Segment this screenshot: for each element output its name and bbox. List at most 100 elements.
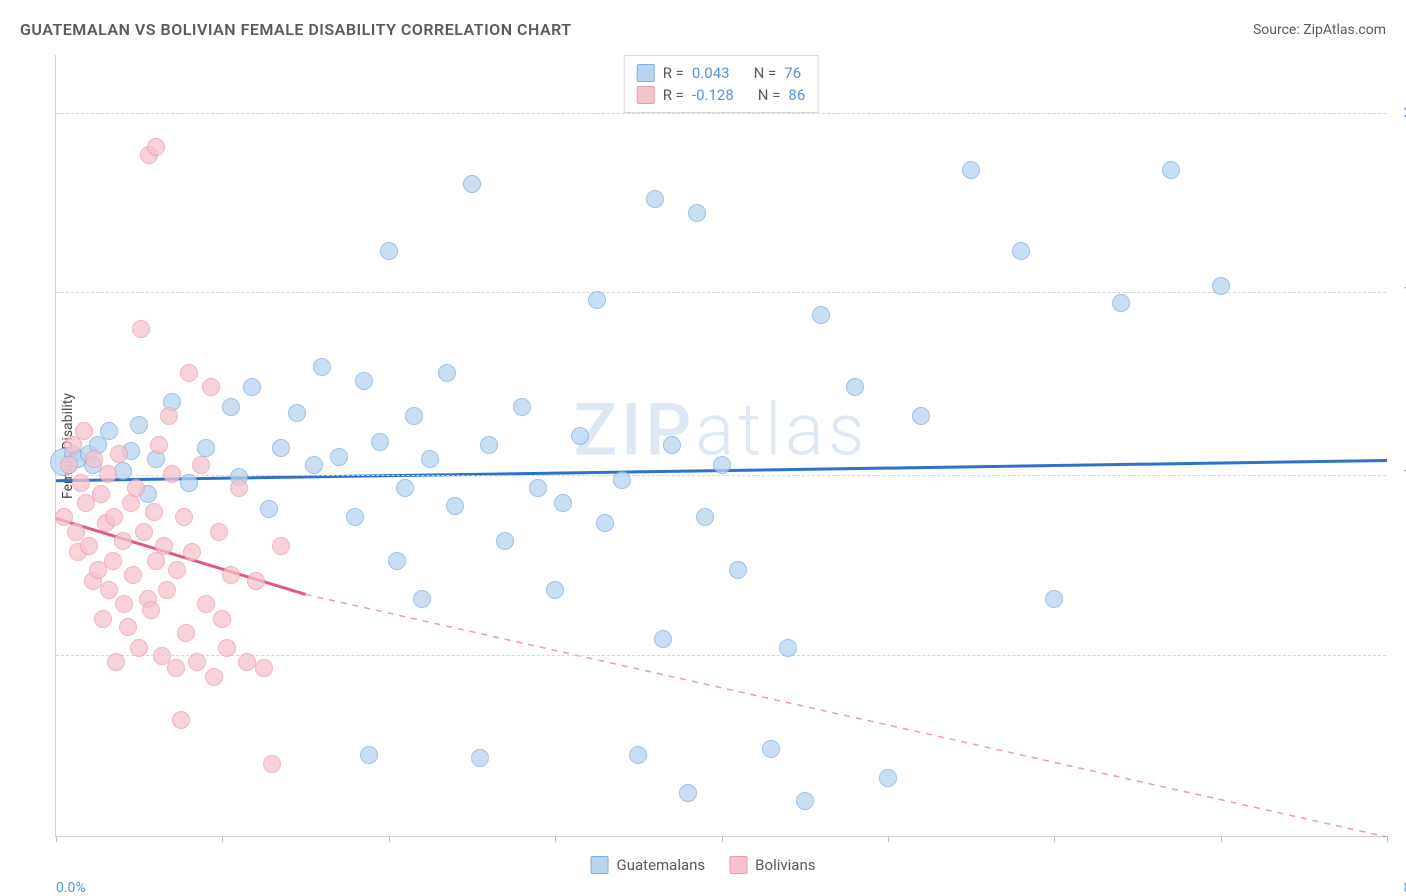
scatter-point (263, 755, 281, 773)
legend-r-value: 0.043 (692, 62, 730, 84)
scatter-point (421, 450, 439, 468)
scatter-point (371, 433, 389, 451)
scatter-point (175, 508, 193, 526)
scatter-point (546, 581, 564, 599)
scatter-point (180, 474, 198, 492)
scatter-point (380, 242, 398, 260)
scatter-point (272, 439, 290, 457)
scatter-point (255, 659, 273, 677)
scatter-point (183, 543, 201, 561)
legend-swatch (637, 64, 655, 82)
scatter-point (613, 471, 631, 489)
scatter-point (688, 204, 706, 222)
scatter-point (588, 291, 606, 309)
scatter-point (107, 653, 125, 671)
legend-n-label: N = (754, 62, 777, 84)
scatter-point (72, 474, 90, 492)
scatter-point (260, 500, 278, 518)
scatter-point (288, 404, 306, 422)
scatter-point (168, 561, 186, 579)
scatter-point (438, 364, 456, 382)
scatter-point (163, 465, 181, 483)
chart-header: GUATEMALAN VS BOLIVIAN FEMALE DISABILITY… (20, 20, 1386, 39)
scatter-point (180, 364, 198, 382)
legend-swatch (591, 856, 609, 874)
scatter-point (529, 479, 547, 497)
scatter-point (177, 624, 195, 642)
scatter-point (1212, 277, 1230, 295)
scatter-point (135, 523, 153, 541)
scatter-point (119, 618, 137, 636)
scatter-point (238, 653, 256, 671)
scatter-point (197, 595, 215, 613)
x-tick-label-min: 0.0% (56, 880, 86, 896)
x-tick (888, 836, 889, 842)
legend-n-value: 86 (788, 84, 805, 106)
scatter-point (92, 485, 110, 503)
scatter-point (779, 639, 797, 657)
scatter-point (654, 630, 672, 648)
scatter-point (1045, 590, 1063, 608)
chart-source: Source: ZipAtlas.com (1253, 22, 1386, 38)
scatter-point (222, 398, 240, 416)
scatter-point (105, 508, 123, 526)
scatter-point (202, 378, 220, 396)
scatter-point (64, 436, 82, 454)
scatter-point (571, 427, 589, 445)
scatter-point (100, 581, 118, 599)
scatter-point (115, 595, 133, 613)
chart-title: GUATEMALAN VS BOLIVIAN FEMALE DISABILITY… (20, 20, 572, 39)
x-tick (555, 836, 556, 842)
scatter-point (272, 537, 290, 555)
scatter-point (471, 749, 489, 767)
scatter-point (846, 378, 864, 396)
x-tick (722, 836, 723, 842)
scatter-point (663, 436, 681, 454)
legend-r-value: -0.128 (692, 84, 734, 106)
scatter-point (99, 465, 117, 483)
scatter-point (405, 407, 423, 425)
legend-r-label: R = (663, 62, 684, 84)
scatter-point (360, 746, 378, 764)
x-tick (1387, 836, 1388, 842)
scatter-point (130, 639, 148, 657)
scatter-point (330, 448, 348, 466)
legend-label: Guatemalans (617, 856, 706, 874)
scatter-point (305, 456, 323, 474)
scatter-point (104, 552, 122, 570)
scatter-point (446, 497, 464, 515)
scatter-point (197, 439, 215, 457)
scatter-point (696, 508, 714, 526)
legend-item: Bolivians (729, 856, 815, 874)
scatter-point (713, 456, 731, 474)
scatter-point (313, 358, 331, 376)
scatter-point (230, 479, 248, 497)
x-tick (389, 836, 390, 842)
scatter-point (205, 668, 223, 686)
gridline (56, 292, 1386, 293)
watermark-part-1: ZIP (574, 387, 696, 472)
scatter-point (114, 532, 132, 550)
gridline (56, 475, 1386, 476)
legend-bottom: Guatemalans Bolivians (591, 856, 816, 874)
legend-top: R =0.043N =76R =-0.128N =86 (624, 55, 819, 113)
scatter-point (346, 508, 364, 526)
scatter-point (124, 566, 142, 584)
scatter-point (480, 436, 498, 454)
scatter-point (160, 407, 178, 425)
scatter-point (218, 639, 236, 657)
legend-stat-row: R =0.043N =76 (637, 62, 806, 84)
scatter-point (172, 711, 190, 729)
scatter-point (243, 378, 261, 396)
scatter-point (879, 769, 897, 787)
x-tick (1221, 836, 1222, 842)
scatter-point (596, 514, 614, 532)
scatter-point (142, 601, 160, 619)
legend-n-label: N = (758, 84, 781, 106)
scatter-point (1162, 161, 1180, 179)
scatter-point (192, 456, 210, 474)
scatter-point (67, 523, 85, 541)
scatter-point (132, 320, 150, 338)
scatter-point (554, 494, 572, 512)
legend-r-label: R = (663, 84, 684, 106)
